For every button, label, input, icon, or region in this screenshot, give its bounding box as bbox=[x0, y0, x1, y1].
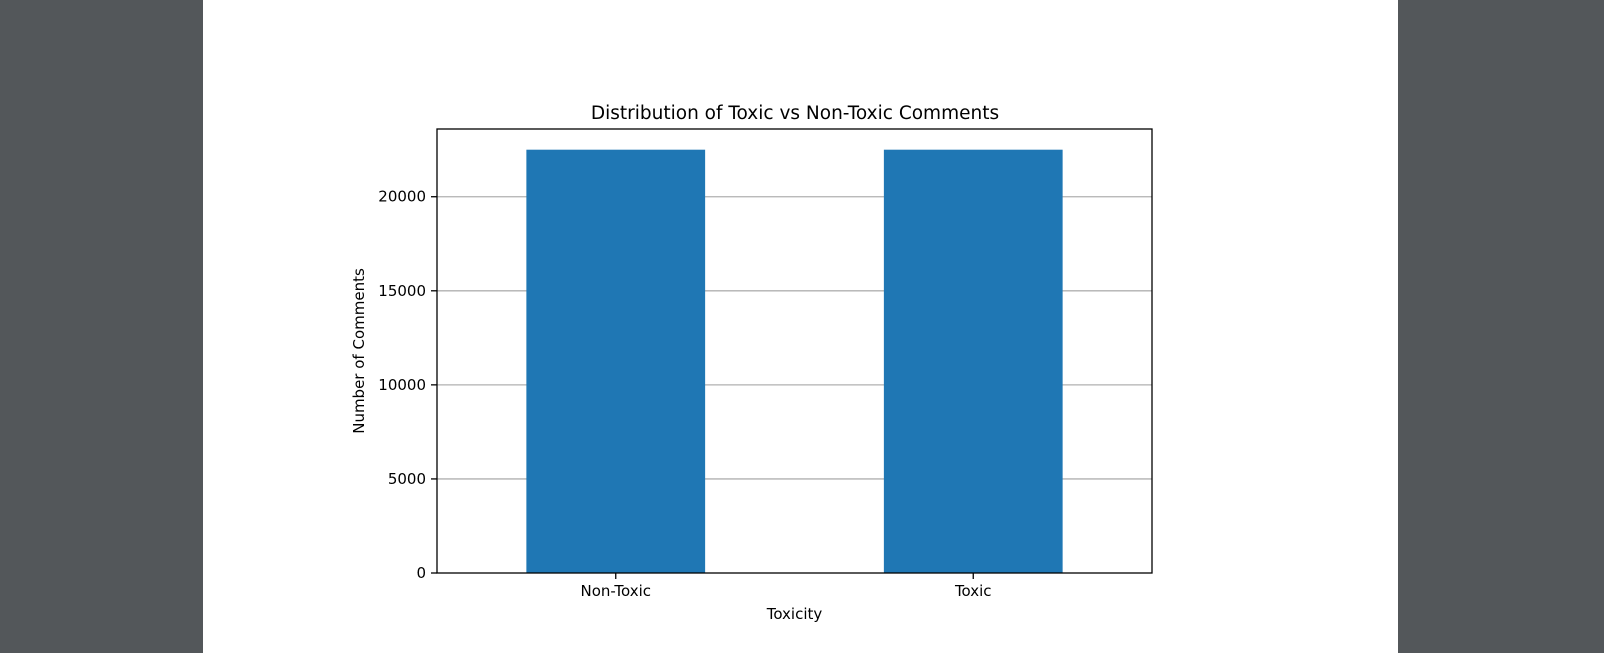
y-axis-ticks: 0 5000 10000 15000 20000 bbox=[378, 188, 437, 582]
y-axis-label: Number of Comments bbox=[350, 268, 368, 434]
y-tick-label: 10000 bbox=[378, 376, 426, 394]
x-axis-label: Toxicity bbox=[766, 605, 823, 623]
bar-chart: Distribution of Toxic vs Non-Toxic Comme… bbox=[350, 103, 1153, 623]
plot-area bbox=[436, 128, 1153, 574]
y-tick-label: 15000 bbox=[378, 282, 426, 300]
y-tick-label: 20000 bbox=[378, 188, 426, 206]
y-tick-label: 0 bbox=[416, 564, 426, 582]
x-axis-ticks: Non-Toxic Toxic bbox=[580, 573, 992, 600]
bar-toxic bbox=[883, 149, 1063, 573]
document-page: Distribution of Toxic vs Non-Toxic Comme… bbox=[203, 0, 1398, 653]
bar-non-toxic bbox=[526, 149, 706, 573]
x-tick-label: Toxic bbox=[954, 582, 992, 600]
y-tick-label: 5000 bbox=[388, 470, 426, 488]
x-tick-label: Non-Toxic bbox=[580, 582, 651, 600]
chart-title: Distribution of Toxic vs Non-Toxic Comme… bbox=[591, 103, 999, 124]
bars bbox=[526, 149, 1063, 573]
